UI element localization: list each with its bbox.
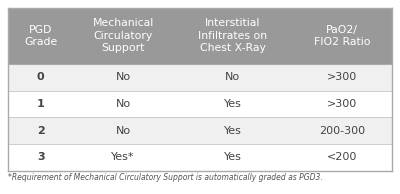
- Bar: [292, 8, 392, 64]
- Text: 2: 2: [37, 126, 44, 136]
- Bar: [73, 64, 173, 91]
- Bar: [8, 91, 73, 117]
- Text: Yes: Yes: [224, 126, 242, 136]
- Text: <200: <200: [327, 152, 357, 162]
- Bar: [173, 64, 292, 91]
- Bar: [73, 117, 173, 144]
- Bar: [8, 117, 73, 144]
- Bar: [73, 8, 173, 64]
- Bar: [73, 91, 173, 117]
- Text: PGD
Grade: PGD Grade: [24, 25, 57, 47]
- Bar: [173, 8, 292, 64]
- Text: No: No: [225, 72, 240, 82]
- Text: Yes: Yes: [224, 99, 242, 109]
- Text: Mechanical
Circulatory
Support: Mechanical Circulatory Support: [92, 18, 154, 53]
- Text: 1: 1: [37, 99, 44, 109]
- Text: Interstitial
Infiltrates on
Chest X-Ray: Interstitial Infiltrates on Chest X-Ray: [198, 18, 267, 53]
- Text: PaO2/
FIO2 Ratio: PaO2/ FIO2 Ratio: [314, 25, 370, 47]
- Text: No: No: [116, 126, 131, 136]
- Bar: [173, 91, 292, 117]
- Text: *Requirement of Mechanical Circulatory Support is automatically graded as PGD3.: *Requirement of Mechanical Circulatory S…: [8, 173, 323, 182]
- Text: 3: 3: [37, 152, 44, 162]
- Bar: [173, 144, 292, 171]
- Bar: [8, 144, 73, 171]
- Text: >300: >300: [327, 99, 357, 109]
- Bar: [73, 144, 173, 171]
- Bar: [173, 117, 292, 144]
- Text: Yes*: Yes*: [112, 152, 135, 162]
- Bar: [292, 117, 392, 144]
- Text: Yes: Yes: [224, 152, 242, 162]
- Bar: [292, 144, 392, 171]
- Bar: [292, 64, 392, 91]
- Text: No: No: [116, 72, 131, 82]
- Text: No: No: [116, 99, 131, 109]
- Bar: [8, 64, 73, 91]
- Bar: [8, 8, 73, 64]
- Bar: [292, 91, 392, 117]
- Text: 0: 0: [37, 72, 44, 82]
- Text: >300: >300: [327, 72, 357, 82]
- Text: 200-300: 200-300: [319, 126, 365, 136]
